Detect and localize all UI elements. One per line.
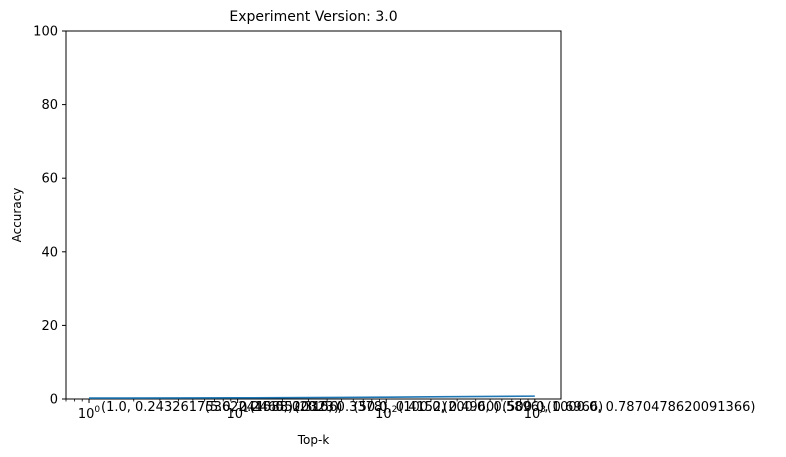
x-axis: 100 101 102 103 [65,399,546,422]
x-axis-label: Top-k [297,433,330,447]
annotation-label: (500.0, 0.6966) [502,400,603,415]
y-tick-label: 40 [41,245,58,260]
plot-area-frame [65,30,562,400]
x-tick-label: 102 [375,405,397,422]
annotation-label: (20.0, 0.3378) [294,400,387,415]
y-tick-label: 60 [41,172,58,187]
annotation-label: (200.0, 0.5896) [443,400,544,415]
y-tick-label: 80 [41,98,58,113]
annotation-layer: (1.0, 0.24326175362244588)(5.0, 0.246552… [101,400,755,415]
chart-title: Experiment Version: 3.0 [229,9,397,25]
y-tick-label: 100 [33,25,58,40]
x-tick-label: 103 [524,405,546,422]
x-tick-label: 101 [226,405,248,422]
annotation-label: (1.0, 0.24326175362244588) [101,400,293,415]
annotation-label: (50.0, 0.4152) [354,400,447,415]
x-tick-label: 100 [78,405,101,422]
annotation-label: (1000.0, 0.7870478620091366) [547,400,756,415]
series-layer [89,395,535,399]
series-line-accuracy [89,395,535,399]
annotation-label: (5.0, 0.2465520323) [205,400,339,415]
y-tick-label: 0 [50,393,58,408]
annotation-label: (100.0, 0.4960) [398,400,499,415]
y-axis: 0 20 40 60 80 100 [33,25,66,408]
annotation-label: (10.0, 0.3156) [250,400,343,415]
y-tick-label: 20 [41,319,58,334]
y-axis-label: Accuracy [10,188,24,243]
